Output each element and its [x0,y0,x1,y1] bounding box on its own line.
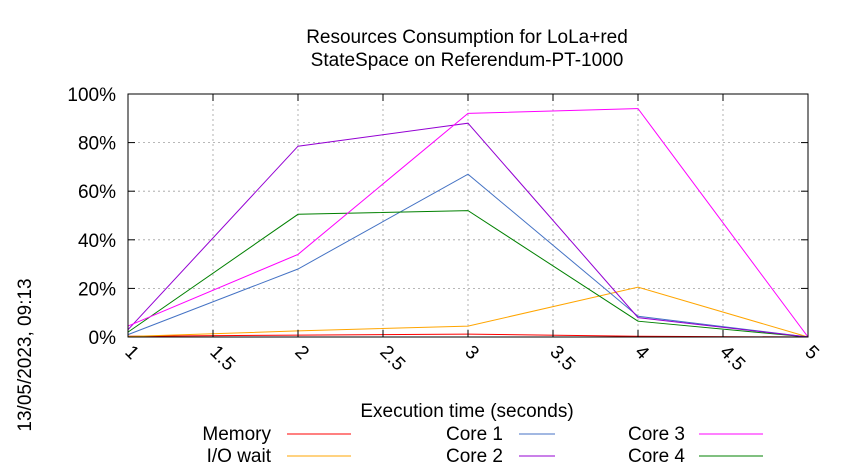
y-tick-label: 20% [78,279,116,300]
y-tick-label: 60% [78,182,116,203]
y-tick-label: 40% [78,231,116,252]
legend-label-core-2: Core 2 [446,446,503,467]
legend-label-core-1: Core 1 [446,424,503,445]
y-tick-label: 100% [67,85,116,106]
grid [128,94,808,337]
x-axis-label: Execution time (seconds) [360,401,573,422]
legend-label-memory: Memory [202,424,271,445]
legend-label-i-o-wait: I/O wait [207,446,272,467]
x-tick-label: 4 [630,342,653,365]
x-tick-label: 1.5 [205,342,239,376]
timestamp-label: 13/05/2023, 09:13 [15,278,36,431]
x-tick-label: 2.5 [375,342,409,376]
x-tick-labels: 1 1.5 2 2.5 3 3.5 4 4.5 5 [120,342,822,376]
series-line-core-1 [127,173,809,338]
x-tick-label: 5 [800,342,822,364]
legend-label-core-4: Core 4 [628,446,685,467]
chart-title-line-2: StateSpace on Referendum-PT-1000 [311,50,624,71]
series-line-core-3 [127,108,809,338]
x-tick-label: 2 [290,342,312,364]
series-line-core-4 [127,210,809,338]
y-tick-label: 80% [78,134,116,155]
y-tick-label: 0% [89,328,117,349]
tick-marks [127,93,809,338]
y-tick-labels: 0% 20% 40% 60% 80% 100% [67,85,116,349]
chart-title-line-1: Resources Consumption for LoLa+red [306,27,628,48]
series-line-i-o-wait [127,286,809,338]
x-tick-label: 3.5 [545,342,579,376]
x-tick-label: 3 [460,342,482,364]
x-tick-label: 1 [120,342,142,364]
legend-label-core-3: Core 3 [628,424,685,445]
series-line-core-2 [127,122,809,338]
x-tick-label: 4.5 [715,342,749,376]
series-lines [127,108,809,338]
